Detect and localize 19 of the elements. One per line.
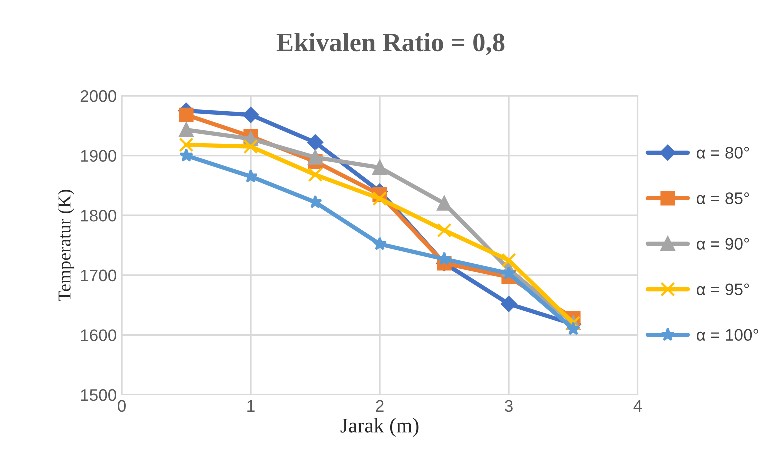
- y-tick-label: 1500: [81, 389, 116, 402]
- x-tick-label: 2: [376, 400, 384, 412]
- legend-label: α = 100°: [697, 329, 758, 342]
- y-axis-title: Temperatur (K): [58, 190, 75, 302]
- x-tick-label: 1: [248, 400, 255, 412]
- x-tick-label: 3: [505, 400, 513, 412]
- y-tick-label: 1600: [81, 330, 116, 342]
- chart-title: Ekivalen Ratio = 0,8: [276, 33, 505, 56]
- x-tick-label: 4: [634, 400, 642, 412]
- x-tick-label: 0: [118, 400, 126, 412]
- y-tick-label: 1800: [81, 210, 116, 222]
- legend-label: α = 90°: [697, 238, 750, 250]
- y-tick-label: 1900: [81, 150, 116, 162]
- y-tick-label: 2000: [80, 90, 116, 102]
- x-axis-title: Jarak (m): [340, 418, 419, 438]
- legend-label: α = 85°: [697, 192, 750, 204]
- legend-label: α = 95°: [697, 284, 750, 296]
- y-tick-label: 1700: [81, 270, 116, 282]
- legend-label: α = 80°: [697, 147, 750, 159]
